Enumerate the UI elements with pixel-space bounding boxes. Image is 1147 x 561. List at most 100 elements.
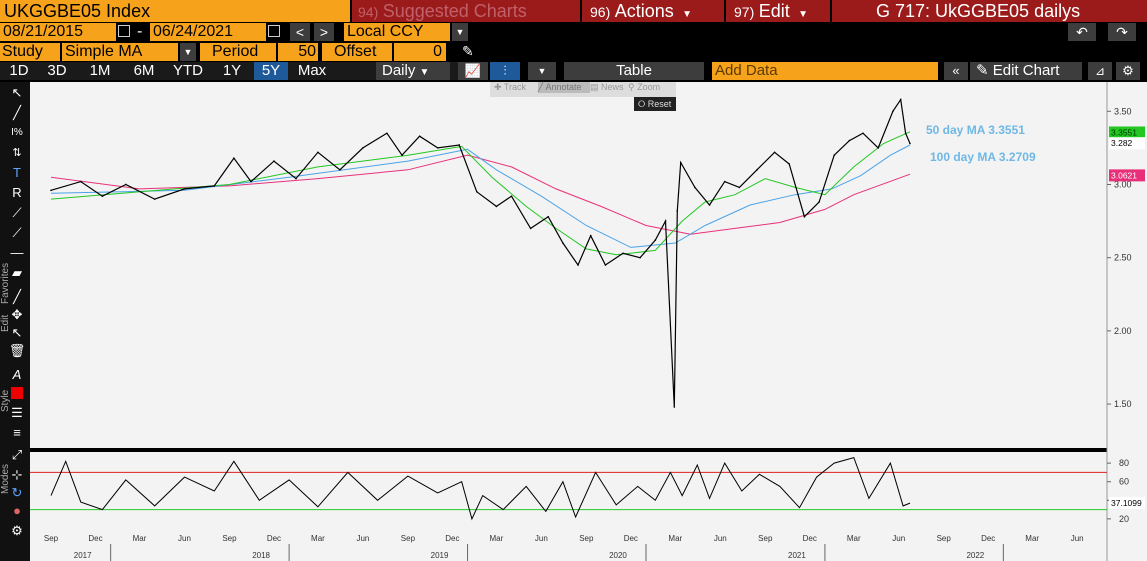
add-data-input[interactable]: Add Data [712,62,938,80]
font-style-icon[interactable]: A [12,367,22,382]
band-tool-icon[interactable]: ▰ [12,265,22,280]
percent-tool-icon[interactable]: I% [11,127,23,138]
line-style-icon[interactable]: ≡ [13,425,21,440]
pencil-icon[interactable]: ✎ [462,43,474,59]
price-point [909,142,911,145]
period-tab-1m[interactable]: 1M [89,62,111,79]
reset-button[interactable]: ⭘ Reset [634,97,676,111]
legend-ma100: 100 day MA 3.2709 [930,150,1036,164]
y-tick-label: 3.50 [1114,106,1132,116]
edit-chart-button[interactable]: ✎ Edit Chart [970,62,1082,80]
brush-icon[interactable]: ╱ [13,289,21,304]
line-chart-icon[interactable]: 📈 [458,62,488,80]
x-tick-label: Dec [624,534,638,543]
price-point [458,144,461,146]
retracement-tool-icon[interactable]: R [12,185,22,200]
actions-num: 96) [590,4,611,20]
next-arrow-button[interactable]: > [314,23,334,41]
color-mode-icon[interactable]: ● [13,503,21,518]
offset-input[interactable]: 0 [394,43,446,61]
x-tick-label: Mar [311,534,325,543]
channel-tool-icon[interactable]: ⟋ [12,225,22,240]
redo-icon[interactable]: ↷ [1108,23,1136,41]
ma50-tag-bg [1109,126,1145,139]
price-point [756,169,758,171]
currency-select[interactable]: Local CCY [344,23,450,41]
expand-icon[interactable]: ⤢ [11,447,23,462]
chart-type-dropdown-icon[interactable]: ▼ [528,62,556,80]
gear-icon[interactable]: ⚙ [11,523,23,538]
suggested-charts-button[interactable]: 94) Suggested Charts [352,0,580,22]
period-tab-1y[interactable]: 1Y [222,62,242,79]
interval-select[interactable]: Daily ▼ [376,62,450,80]
edit-menu[interactable]: 97) Edit ▼ [726,0,830,22]
caret-down-icon: ▼ [798,9,809,20]
annotate-tab[interactable]: ╱ Annotate [538,82,590,93]
ma100-tag: 3.0621 [1111,170,1137,180]
rsi-tick-label: 60 [1119,477,1129,487]
period-tab-3d[interactable]: 3D [47,62,67,79]
zoom-icon: ⚲ [628,82,638,92]
ma100-tag-bg [1109,169,1145,182]
price-point [694,186,696,189]
price-point [862,132,864,135]
fib-tool-icon[interactable]: ⇅ [12,147,22,159]
crosshair-icon[interactable]: ⊹ [11,467,23,482]
news-icon: ▤ [590,82,602,92]
ma50-tag: 3.3551 [1111,127,1137,137]
prev-arrow-button[interactable]: < [290,23,310,41]
price-point [676,210,679,212]
trend-tool-icon[interactable]: ⟋ [12,205,22,220]
refresh-mode-icon[interactable]: ↻ [11,485,23,500]
draw-icon[interactable]: ⊿ [1088,62,1112,80]
end-date-field[interactable]: 06/24/2021 [150,23,266,41]
line-weight-icon[interactable]: ☰ [11,405,23,420]
period-tab-1d[interactable]: 1D [9,62,29,79]
track-tab[interactable]: ✚ Track [490,82,538,93]
study-dropdown-icon[interactable]: ▼ [180,43,196,61]
period-input[interactable]: 50 [278,43,318,61]
trash-icon[interactable]: 🗑 [8,343,26,358]
price-point [476,191,478,193]
price-point [673,406,676,408]
price-point [317,151,319,154]
move-icon[interactable]: ✥ [11,307,23,322]
text-tool-icon[interactable]: T [13,165,21,180]
actions-menu[interactable]: 96) Actions ▼ [582,0,724,22]
ticker-field[interactable]: UKGGBE05 Index [0,0,350,22]
rsi-tick-label: 80 [1119,458,1129,468]
study-label: Study [0,43,60,61]
settings-gear-icon[interactable]: ⚙ [1116,62,1140,80]
cursor-icon[interactable]: ↖ [11,85,23,100]
period-tab-max[interactable]: Max [297,62,327,79]
calendar-icon[interactable] [118,25,130,37]
line-tool-icon[interactable]: ╱ [13,105,21,120]
price-point [848,139,851,142]
rsi-tag: 37.1099 [1111,498,1142,508]
horizontal-line-icon[interactable]: — [10,245,24,260]
period-tab-5y[interactable]: 5Y [254,62,288,80]
period-tab-ytd[interactable]: YTD [173,62,203,79]
candlestick-icon[interactable]: ⫶ [490,62,520,80]
ma100-line [50,144,911,248]
price-point [153,198,156,200]
select-icon[interactable]: ↖ [11,325,23,340]
collapse-icon[interactable]: « [944,62,968,80]
currency-dropdown-icon[interactable]: ▼ [452,23,468,41]
price-point [436,147,439,149]
start-date-field[interactable]: 08/21/2015 [0,23,116,41]
price-point [547,215,550,218]
table-button[interactable]: Table [564,62,704,80]
calendar-icon[interactable] [268,25,280,37]
period-tab-6m[interactable]: 6M [133,62,155,79]
news-tab[interactable]: ▤ News [590,82,628,93]
chart-area[interactable]: 3.503.002.502.001.5080604020SepDecMarJun… [30,82,1147,561]
price-point [339,169,341,171]
color-swatch-icon[interactable] [8,384,26,402]
price-point [101,195,104,197]
zoom-tab[interactable]: ⚲ Zoom [628,82,668,93]
undo-icon[interactable]: ↶ [1068,23,1096,41]
study-type-select[interactable]: Simple MA [62,43,178,61]
price-point [877,147,880,149]
reset-icon: ⭘ [638,99,648,109]
